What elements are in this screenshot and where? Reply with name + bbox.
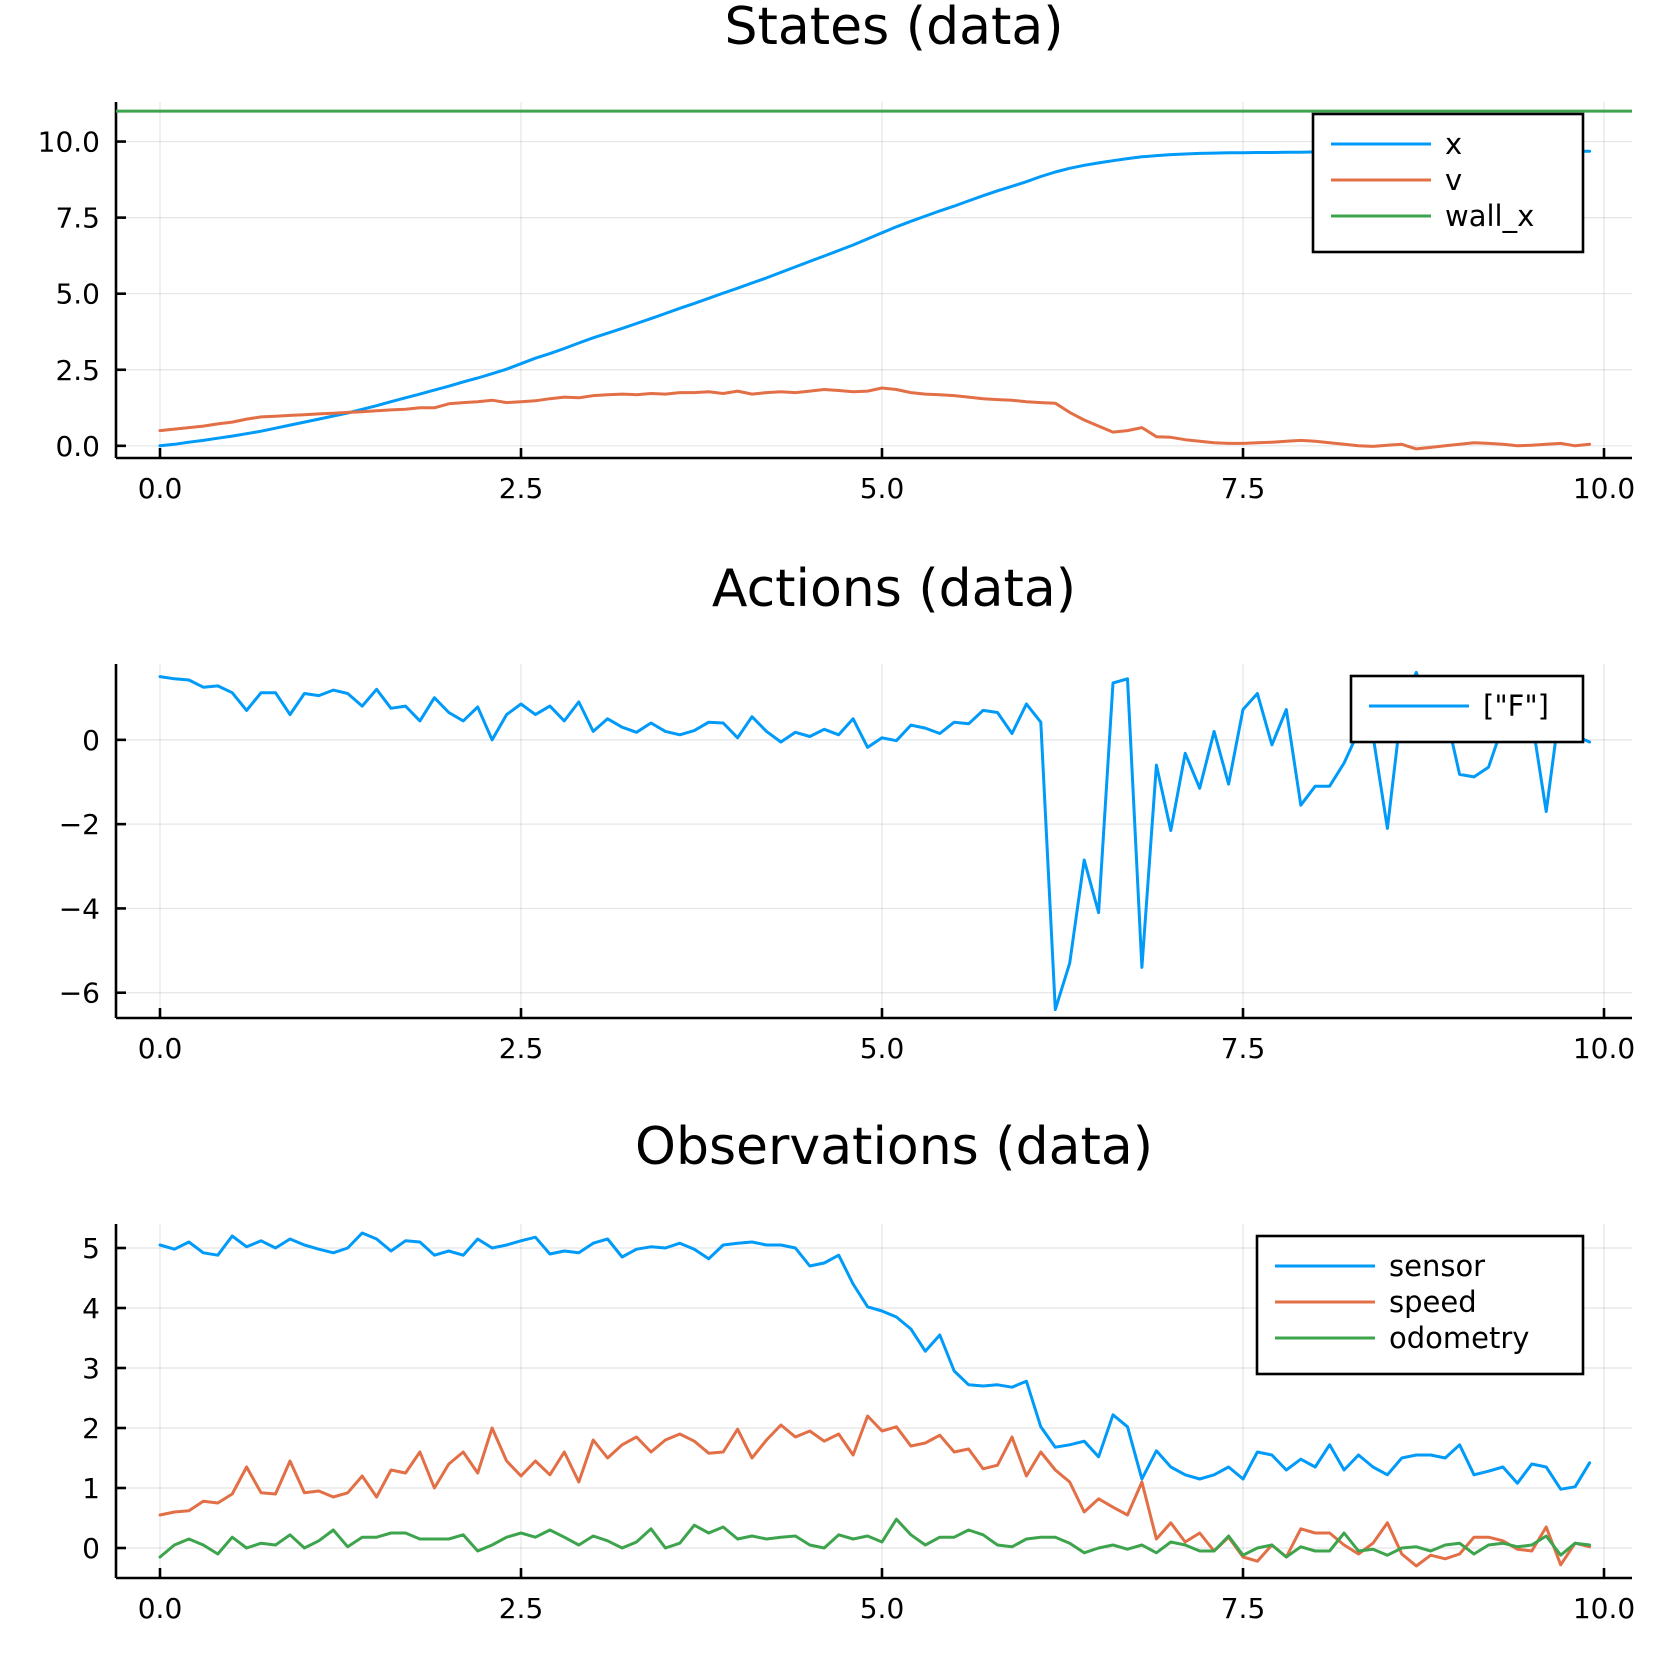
series-line-odometry bbox=[158, 1517, 1592, 1559]
y-tick-label: 1 bbox=[82, 1472, 100, 1505]
x-tick-label: 2.5 bbox=[499, 472, 544, 505]
legend-label: x bbox=[1445, 127, 1462, 161]
y-tick-label: 4 bbox=[82, 1292, 100, 1325]
x-tick-label: 0.0 bbox=[138, 1032, 183, 1065]
y-tick-label: 0.0 bbox=[55, 430, 100, 463]
chart-panel-1: States (data) 0.0 2.5 5.0 7.5 10.0 0.0 2.5 5.0 7.… bbox=[38, 0, 1636, 505]
x-tick-label: 5.0 bbox=[860, 472, 905, 505]
legend-label: sensor bbox=[1389, 1249, 1485, 1283]
x-tick-label: 0.0 bbox=[138, 472, 183, 505]
x-tick-label: 2.5 bbox=[499, 1592, 544, 1625]
series-group bbox=[158, 1231, 1592, 1568]
x-tick-label: 10.0 bbox=[1573, 1032, 1635, 1065]
x-tick-label: 5.0 bbox=[860, 1592, 905, 1625]
legend-label: ["F"] bbox=[1483, 689, 1549, 723]
x-tick-label: 0.0 bbox=[138, 1592, 183, 1625]
y-tick-label: 2.5 bbox=[55, 354, 100, 387]
y-tick-label: 0 bbox=[82, 724, 100, 757]
chart-panel-2: Actions (data) 0.0 2.5 5.0 7.5 10.0 0 −2 −4 −6 ["F… bbox=[59, 559, 1635, 1065]
x-tick-label: 10.0 bbox=[1573, 1592, 1635, 1625]
legend-label: odometry bbox=[1389, 1321, 1529, 1355]
y-tick-label: 5.0 bbox=[55, 278, 100, 311]
chart-title: Observations (data) bbox=[635, 1117, 1153, 1177]
y-tick-label: −4 bbox=[59, 892, 100, 925]
legend-box bbox=[1311, 112, 1585, 254]
y-tick-label: 5 bbox=[82, 1232, 100, 1265]
x-tick-label: 10.0 bbox=[1573, 472, 1635, 505]
x-tick-label: 2.5 bbox=[499, 1032, 544, 1065]
series-line-F bbox=[158, 670, 1592, 1012]
legend-box bbox=[1255, 1234, 1585, 1376]
y-tick-label: −6 bbox=[59, 977, 100, 1010]
legend-label: wall_x bbox=[1445, 199, 1534, 233]
x-tick-label: 7.5 bbox=[1221, 1592, 1266, 1625]
series-line-speed bbox=[158, 1414, 1592, 1568]
y-tick-label: 2 bbox=[82, 1412, 100, 1445]
legend-box bbox=[1349, 674, 1585, 744]
series-line-sensor bbox=[158, 1231, 1592, 1491]
y-tick-label: 10.0 bbox=[38, 126, 100, 159]
x-tick-label: 7.5 bbox=[1221, 1032, 1266, 1065]
y-tick-label: 0 bbox=[82, 1532, 100, 1565]
x-tick-label: 7.5 bbox=[1221, 472, 1266, 505]
chart-panel-3: Observations (data) 0.0 2.5 5.0 7.5 10.0 0 1 2 3 4… bbox=[82, 1117, 1635, 1625]
legend-label: v bbox=[1445, 163, 1462, 197]
series-group bbox=[158, 670, 1592, 1012]
legend: ["F"] bbox=[1349, 674, 1585, 744]
legend-label: speed bbox=[1389, 1285, 1477, 1319]
y-tick-label: −2 bbox=[59, 808, 100, 841]
y-tick-label: 3 bbox=[82, 1352, 100, 1385]
series-line-v bbox=[158, 386, 1592, 451]
x-tick-label: 5.0 bbox=[860, 1032, 905, 1065]
chart-title: Actions (data) bbox=[712, 559, 1076, 619]
chart-title: States (data) bbox=[725, 0, 1064, 57]
y-tick-label: 7.5 bbox=[55, 202, 100, 235]
